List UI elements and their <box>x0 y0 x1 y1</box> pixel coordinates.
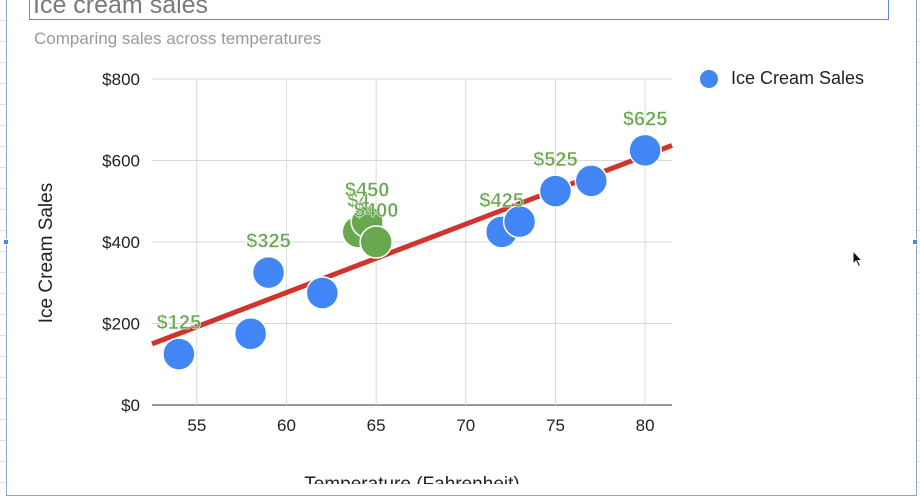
x-tick-label: 80 <box>636 416 655 435</box>
data-label: $525 <box>533 149 578 171</box>
data-point[interactable] <box>574 164 609 198</box>
resize-handle-left[interactable] <box>3 239 9 245</box>
x-tick-label: 70 <box>456 416 475 435</box>
data-label: $4 <box>347 190 370 212</box>
data-points[interactable] <box>162 133 662 371</box>
data-point[interactable] <box>502 204 537 239</box>
data-point[interactable] <box>628 133 662 168</box>
data-label: $325 <box>246 231 291 253</box>
data-point[interactable] <box>233 316 268 351</box>
x-tick-label: 60 <box>277 416 296 435</box>
data-point[interactable] <box>162 337 196 371</box>
data-labels: $125 $325 $4$450$400 $425 $525 $625 <box>156 108 668 334</box>
axis-ticks: $0 $200 $400 $600 $800 55 60 65 70 75 80 <box>102 70 654 435</box>
data-point[interactable] <box>359 225 393 259</box>
data-label: $425 <box>479 190 524 212</box>
x-tick-label: 75 <box>546 416 565 435</box>
legend-label: Ice Cream Sales <box>731 68 865 88</box>
y-tick-label: $200 <box>102 315 140 334</box>
data-point[interactable] <box>251 255 286 290</box>
x-tick-label: 65 <box>367 416 386 435</box>
chart-container[interactable] <box>6 0 917 496</box>
data-label: $450 <box>345 180 390 202</box>
resize-handle-right[interactable] <box>912 239 918 245</box>
x-tick-label: 55 <box>187 416 206 435</box>
chart-subtitle: Comparing sales across temperatures <box>34 29 322 48</box>
y-tick-label: $0 <box>121 396 140 415</box>
data-point[interactable] <box>538 174 573 208</box>
y-axis-title: Ice Cream Sales <box>36 183 57 323</box>
y-tick-label: $400 <box>102 233 140 252</box>
chart-legend[interactable]: Ice Cream Sales <box>700 68 864 89</box>
y-tick-label: $800 <box>102 70 140 89</box>
y-tick-label: $600 <box>102 152 140 171</box>
chart-title-input[interactable]: Ice cream sales <box>29 0 889 20</box>
legend-marker-icon <box>700 69 718 88</box>
data-point[interactable] <box>305 276 340 310</box>
data-label: $125 <box>157 312 202 334</box>
x-axis-title: Temperature (Fahrenheit) <box>304 474 519 484</box>
mouse-cursor-icon <box>852 250 864 268</box>
data-label: $400 <box>354 200 399 222</box>
data-label: $625 <box>623 108 668 130</box>
